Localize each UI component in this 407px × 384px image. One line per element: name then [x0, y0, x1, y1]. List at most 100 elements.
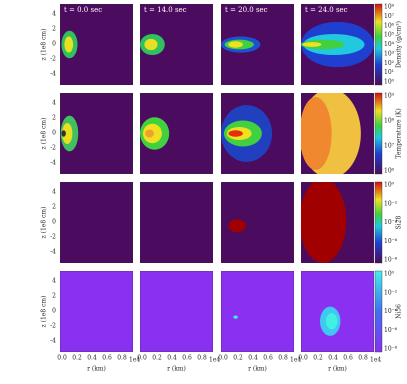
- colorbar-tick-label: 10⁻⁸: [384, 257, 398, 264]
- colorbar: [374, 92, 383, 175]
- panel: [60, 4, 133, 85]
- y-tick-label: -2: [50, 234, 56, 241]
- x-tick-label: 0.6: [102, 355, 112, 362]
- x-scale: 1e4: [209, 357, 220, 364]
- y-tick-label: 4: [52, 100, 56, 107]
- x-label: r (km): [248, 366, 267, 373]
- x-scale: 1e4: [129, 357, 140, 364]
- x-tick-label: 0.4: [167, 355, 177, 362]
- x-tick-label: 0.4: [328, 355, 338, 362]
- panel-title: t = 14.0 sec: [144, 6, 187, 14]
- colorbar-tick-label: 10⁶: [384, 168, 395, 175]
- panel-shape: [221, 271, 294, 352]
- panel: [301, 4, 374, 85]
- colorbar-tick-label: 10⁷: [384, 143, 395, 150]
- panel-shape: [64, 36, 74, 53]
- y-tick-label: -2: [50, 56, 56, 63]
- panel-shape: [301, 97, 332, 170]
- x-label: r (km): [87, 366, 106, 373]
- panel-shape: [228, 41, 243, 48]
- colorbar-tick-label: 10⁰: [384, 271, 395, 278]
- colorbar: [374, 3, 383, 86]
- panel-shape: [145, 129, 154, 138]
- y-tick-label: 4: [52, 278, 56, 285]
- panel-title: t = 0.0 sec: [64, 6, 102, 14]
- x-tick-label: 0.0: [57, 355, 67, 362]
- panel: [140, 93, 213, 174]
- y-tick-label: -2: [50, 145, 56, 152]
- x-tick-label: 0.2: [72, 355, 82, 362]
- x-tick-label: 0.2: [313, 355, 323, 362]
- panel-shape: [62, 122, 73, 145]
- panel-shape: [302, 42, 322, 47]
- colorbar-label: Ni56: [396, 304, 403, 319]
- x-tick-label: 0.0: [218, 355, 228, 362]
- panel-shape: [228, 219, 246, 233]
- y-label: z (1e8 cm): [41, 118, 48, 150]
- panel: [140, 182, 213, 263]
- colorbar-tick-label: 10³: [384, 50, 395, 57]
- colorbar-tick-label: 10⁻⁸: [384, 346, 398, 353]
- x-tick-label: 0.4: [87, 355, 97, 362]
- panel-shape: [301, 182, 347, 263]
- y-label: z (1e8 cm): [41, 296, 48, 328]
- panel: [60, 93, 133, 174]
- y-tick-label: 4: [52, 189, 56, 196]
- x-tick-label: 0.6: [343, 355, 353, 362]
- colorbar-label: Si28: [396, 215, 403, 229]
- panel: [140, 271, 213, 352]
- panel-shape: [61, 130, 66, 137]
- y-tick-label: -2: [50, 323, 56, 330]
- x-label: r (km): [167, 366, 186, 373]
- panel-shape: [233, 315, 238, 319]
- colorbar: [374, 181, 383, 264]
- panel-shape: [301, 39, 345, 50]
- panel: [221, 4, 294, 85]
- y-tick-label: 2: [52, 204, 56, 211]
- panel: [60, 271, 133, 352]
- x-tick-label: 0.6: [182, 355, 192, 362]
- y-tick-label: -4: [50, 338, 56, 345]
- colorbar-label: Temperature (K): [396, 108, 403, 158]
- panel: [301, 182, 374, 263]
- panel: [221, 93, 294, 174]
- colorbar-tick-label: 10⁶: [384, 22, 395, 29]
- panel-shape: [60, 271, 133, 352]
- y-tick-label: 0: [52, 41, 56, 48]
- colorbar: [374, 270, 383, 353]
- panel: [60, 182, 133, 263]
- x-scale: 1e4: [290, 357, 301, 364]
- y-tick-label: 2: [52, 293, 56, 300]
- colorbar-tick-label: 10²: [384, 60, 395, 67]
- colorbar-tick-label: 10⁵: [384, 32, 395, 39]
- x-tick-label: 0.0: [298, 355, 308, 362]
- x-tick-label: 0.8: [358, 355, 368, 362]
- colorbar-tick-label: 10⁻⁶: [384, 327, 398, 334]
- panel-shape: [60, 182, 133, 263]
- x-tick-label: 0.2: [152, 355, 162, 362]
- y-tick-label: 0: [52, 219, 56, 226]
- y-tick-label: 0: [52, 308, 56, 315]
- colorbar-tick-label: 10⁰: [384, 182, 395, 189]
- panel-shape: [140, 182, 213, 263]
- panel-title: t = 20.0 sec: [225, 6, 268, 14]
- colorbar-tick-label: 10⁸: [384, 4, 395, 11]
- x-label: r (km): [328, 366, 347, 373]
- panel: [140, 4, 213, 85]
- colorbar-tick-label: 10⁻⁴: [384, 219, 398, 226]
- y-tick-label: 0: [52, 130, 56, 137]
- panel-title: t = 24.0 sec: [305, 6, 348, 14]
- colorbar-tick-label: 10⁻⁶: [384, 238, 398, 245]
- panel-shape: [140, 271, 213, 352]
- panel: [301, 271, 374, 352]
- colorbar-label: Density (g/cm³): [396, 21, 403, 68]
- colorbar-tick-label: 10⁷: [384, 13, 395, 20]
- colorbar-tick-label: 10⁸: [384, 118, 395, 125]
- colorbar-tick-label: 10¹: [384, 69, 394, 76]
- colorbar-tick-label: 10⁻²: [384, 200, 398, 207]
- colorbar-tick-label: 10⁰: [384, 79, 395, 86]
- panel-shape: [325, 313, 338, 330]
- y-label: z (1e8 cm): [41, 29, 48, 61]
- panel: [221, 271, 294, 352]
